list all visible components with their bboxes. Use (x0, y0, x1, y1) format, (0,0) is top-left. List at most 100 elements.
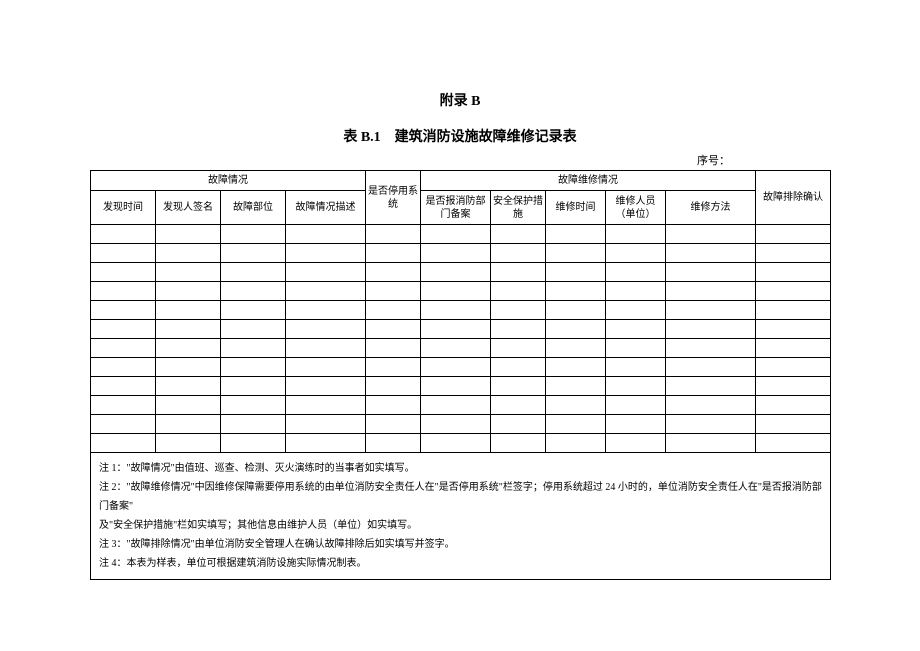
data-cell (606, 263, 666, 282)
data-cell (156, 320, 221, 339)
data-cell (546, 377, 606, 396)
data-cell (546, 396, 606, 415)
data-cell (421, 282, 491, 301)
col-repair-time: 维修时间 (546, 191, 606, 225)
data-cell (286, 263, 366, 282)
data-cell (666, 415, 756, 434)
data-cell (546, 301, 606, 320)
data-cell (286, 320, 366, 339)
data-cell (366, 434, 421, 453)
data-cell (666, 301, 756, 320)
data-cell (286, 301, 366, 320)
data-cell (546, 263, 606, 282)
data-cell (606, 301, 666, 320)
data-cell (666, 320, 756, 339)
col-repair-method: 维修方法 (666, 191, 756, 225)
notes-cell: 注 1："故障情况"由值班、巡查、检测、灭火演练时的当事者如实填写。 注 2："… (91, 453, 831, 580)
data-cell (91, 415, 156, 434)
data-cell (666, 358, 756, 377)
data-cell (286, 244, 366, 263)
table-row (91, 320, 831, 339)
data-cell (491, 263, 546, 282)
data-cell (666, 244, 756, 263)
data-cell (606, 339, 666, 358)
data-cell (491, 415, 546, 434)
data-cell (491, 225, 546, 244)
data-cell (606, 320, 666, 339)
data-cell (756, 320, 831, 339)
data-cell (156, 244, 221, 263)
data-cell (756, 282, 831, 301)
data-cell (366, 377, 421, 396)
data-cell (421, 396, 491, 415)
data-cell (491, 339, 546, 358)
data-cell (606, 282, 666, 301)
data-cell (606, 415, 666, 434)
data-cell (156, 434, 221, 453)
data-cell (156, 377, 221, 396)
data-cell (491, 244, 546, 263)
data-cell (156, 282, 221, 301)
data-cell (666, 434, 756, 453)
data-cell (421, 225, 491, 244)
col-time-found: 发现时间 (91, 191, 156, 225)
table-title: 表 B.1 建筑消防设施故障维修记录表 (90, 126, 830, 146)
data-cell (546, 225, 606, 244)
data-cell (286, 225, 366, 244)
data-cell (491, 396, 546, 415)
data-cell (91, 377, 156, 396)
data-cell (366, 301, 421, 320)
data-cell (156, 301, 221, 320)
data-cell (421, 320, 491, 339)
data-cell (606, 225, 666, 244)
data-cell (91, 434, 156, 453)
note-4: 注 4：本表为样表，单位可根据建筑消防设施实际情况制表。 (99, 554, 822, 573)
data-cell (491, 377, 546, 396)
data-cell (286, 358, 366, 377)
table-row (91, 434, 831, 453)
col-repair-person: 维修人员（单位） (606, 191, 666, 225)
table-row (91, 225, 831, 244)
data-cell (286, 339, 366, 358)
data-cell (91, 358, 156, 377)
data-cell (221, 225, 286, 244)
data-cell (421, 358, 491, 377)
data-cell (491, 434, 546, 453)
data-cell (756, 396, 831, 415)
data-cell (666, 396, 756, 415)
appendix-title: 附录 B (90, 90, 830, 110)
data-cell (366, 225, 421, 244)
data-cell (491, 282, 546, 301)
data-cell (421, 415, 491, 434)
data-cell (491, 320, 546, 339)
data-cell (756, 301, 831, 320)
data-cell (491, 358, 546, 377)
data-cell (756, 263, 831, 282)
data-cell (91, 396, 156, 415)
data-cell (91, 263, 156, 282)
table-row (91, 282, 831, 301)
col-fault-part: 故障部位 (221, 191, 286, 225)
data-cell (366, 244, 421, 263)
data-cell (546, 244, 606, 263)
data-cell (221, 358, 286, 377)
serial-number-label: 序号： (90, 152, 830, 168)
data-cell (666, 225, 756, 244)
data-cell (546, 434, 606, 453)
data-cell (756, 244, 831, 263)
data-cell (221, 320, 286, 339)
data-cell (606, 396, 666, 415)
data-cell (91, 301, 156, 320)
data-cell (606, 377, 666, 396)
data-cell (606, 358, 666, 377)
data-cell (421, 377, 491, 396)
data-cell (91, 282, 156, 301)
data-cell (221, 282, 286, 301)
repair-group-header: 故障维修情况 (421, 171, 756, 191)
data-cell (156, 358, 221, 377)
data-cell (156, 263, 221, 282)
data-cell (666, 377, 756, 396)
col-fault-desc: 故障情况描述 (286, 191, 366, 225)
data-cell (156, 396, 221, 415)
table-row (91, 244, 831, 263)
